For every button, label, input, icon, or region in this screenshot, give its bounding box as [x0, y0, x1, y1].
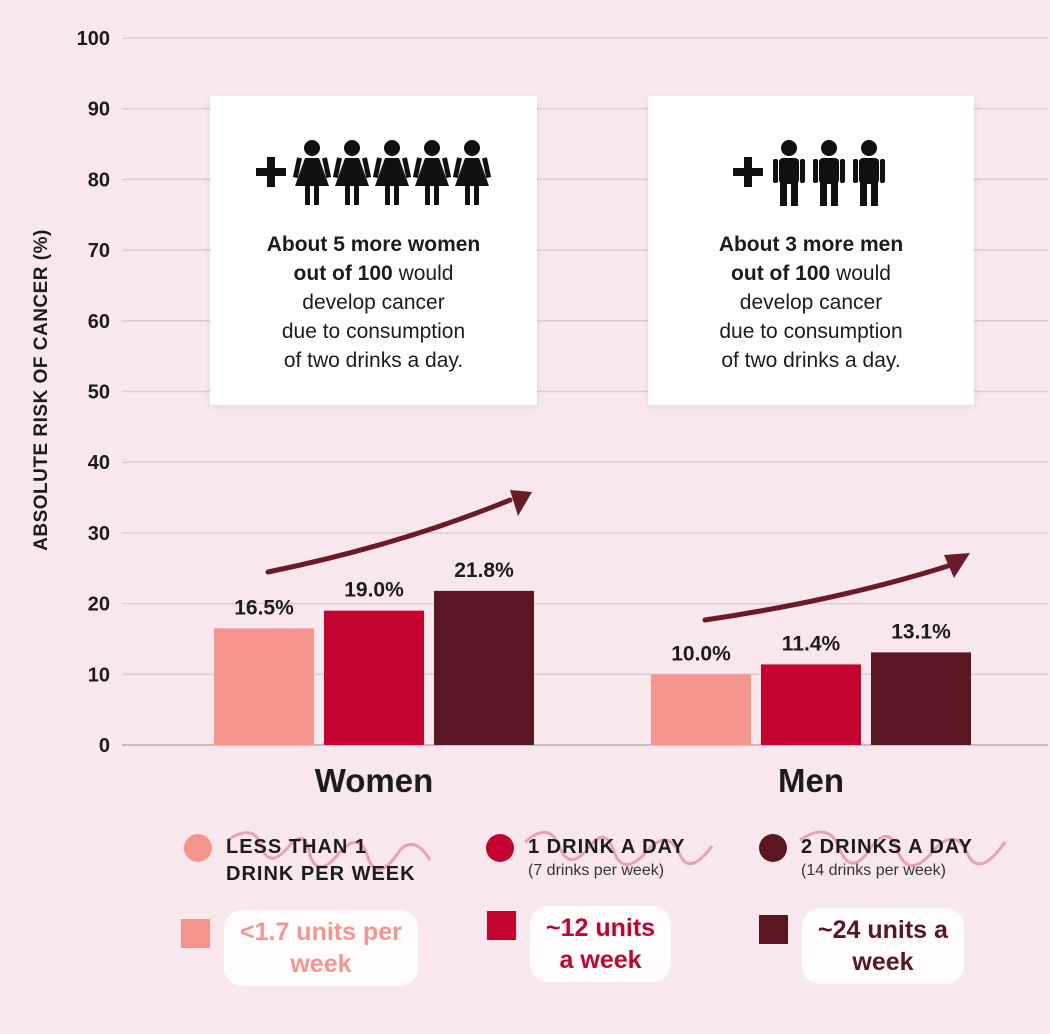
trend-arrow-head-0 — [510, 490, 532, 516]
category-label-men: Men — [778, 762, 844, 799]
legend-item-2-drinks: 2 DRINKS A DAY (14 drinks per week) — [759, 834, 973, 881]
bars — [214, 590, 971, 745]
legend-sub-2-drinks: (14 drinks per week) — [801, 862, 946, 879]
bar-women-0 — [214, 628, 314, 745]
y-tick-label: 20 — [88, 594, 110, 616]
bar-men-1 — [761, 664, 861, 745]
y-tick-label: 60 — [88, 311, 110, 333]
legend-label-2-drinks: 2 DRINKS A DAY — [801, 836, 973, 858]
units-square-2-drinks — [759, 915, 788, 944]
units-pill-less-than-1: <1.7 units per week — [224, 910, 418, 986]
trend-arrow-0 — [265, 497, 513, 575]
legend-dot-1-drink — [486, 834, 514, 862]
units-square-1-drink — [487, 911, 516, 940]
trend-arrow-1 — [702, 563, 951, 623]
units-1-drink: ~12 units a week — [487, 906, 672, 982]
units-pill-1-drink: ~12 units a week — [530, 906, 672, 982]
units-2-drinks: ~24 units a week — [759, 908, 964, 984]
plus-three-men-icon — [648, 138, 974, 208]
trend-arrows — [265, 490, 970, 623]
legend-label-1-drink: 1 DRINK A DAY — [528, 836, 686, 858]
legend-dot-2-drinks — [759, 834, 787, 862]
units-less-than-1: <1.7 units per week — [181, 910, 418, 986]
units-square-less-than-1 — [181, 919, 210, 948]
bar-women-1 — [324, 610, 424, 745]
legend-label-less-than-1-line1: LESS THAN 1 — [226, 836, 368, 858]
y-tick-label: 80 — [88, 169, 110, 191]
callout-women-text: About 5 more women out of 100 would deve… — [266, 233, 481, 372]
plus-five-women-icon — [210, 138, 537, 208]
y-axis-label: ABSOLUTE RISK OF CANCER (%) — [31, 229, 52, 551]
y-tick-label: 90 — [88, 99, 110, 121]
bar-value-label: 16.5% — [234, 596, 294, 619]
legend-item-1-drink: 1 DRINK A DAY (7 drinks per week) — [486, 834, 685, 881]
y-tick-label: 40 — [88, 452, 110, 474]
legend-dot-less-than-1 — [184, 834, 212, 862]
bar-value-label: 10.0% — [671, 642, 731, 665]
y-tick-labels: 0 10 20 30 40 50 60 70 80 90 100 — [77, 28, 110, 757]
trend-arrow-head-1 — [944, 553, 970, 578]
y-tick-label: 10 — [88, 664, 110, 686]
bar-data-labels: 16.5% 10.0% 19.0% 11.4% 21.8% 13.1% — [234, 559, 951, 665]
bar-men-2 — [871, 652, 971, 745]
callout-men-text: About 3 more men out of 100 would develo… — [718, 233, 904, 372]
bar-value-label: 21.8% — [454, 559, 514, 582]
callout-men: About 3 more men out of 100 would develo… — [648, 96, 974, 405]
legend-item-less-than-1: LESS THAN 1 DRINK PER WEEK — [184, 834, 416, 888]
bar-value-label: 19.0% — [344, 579, 404, 602]
y-tick-label: 50 — [88, 382, 110, 404]
bar-women-2 — [434, 590, 534, 745]
bar-value-label: 11.4% — [782, 632, 841, 655]
units-pill-2-drinks: ~24 units a week — [802, 908, 964, 984]
y-tick-label: 0 — [99, 735, 110, 757]
y-tick-label: 30 — [88, 523, 110, 545]
y-tick-label: 70 — [88, 240, 110, 262]
callout-women: About 5 more women out of 100 would deve… — [210, 96, 537, 405]
y-tick-label: 100 — [77, 28, 110, 50]
bar-men-0 — [651, 674, 751, 745]
bar-value-label: 13.1% — [891, 620, 951, 643]
category-label-women: Women — [314, 762, 434, 799]
legend-sub-1-drink: (7 drinks per week) — [528, 862, 665, 879]
legend-label-less-than-1-line2: DRINK PER WEEK — [226, 863, 416, 885]
